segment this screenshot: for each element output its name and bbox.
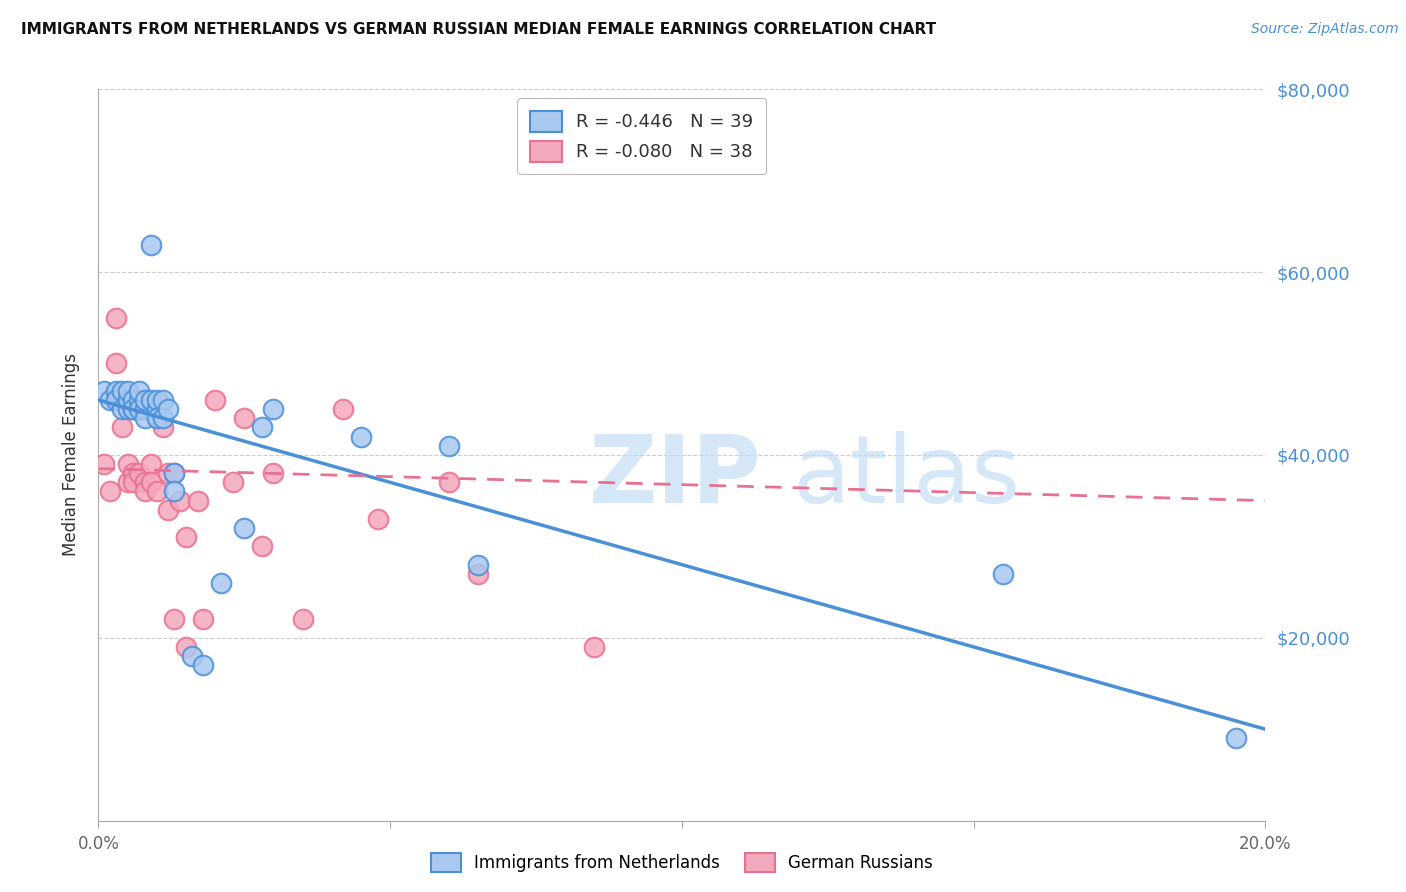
Point <box>163 466 186 480</box>
Point <box>152 411 174 425</box>
Point <box>111 420 134 434</box>
Point <box>250 539 273 553</box>
Point <box>111 402 134 417</box>
Point <box>157 466 180 480</box>
Point <box>139 475 162 490</box>
Point <box>134 484 156 499</box>
Point <box>122 392 145 407</box>
Point <box>146 411 169 425</box>
Point <box>163 466 186 480</box>
Point <box>209 576 232 591</box>
Point <box>122 475 145 490</box>
Point <box>146 411 169 425</box>
Point <box>163 612 186 626</box>
Point <box>139 457 162 471</box>
Point <box>146 402 169 417</box>
Point <box>583 640 606 654</box>
Point <box>193 612 215 626</box>
Text: ZIP: ZIP <box>589 431 762 523</box>
Point <box>117 475 139 490</box>
Point <box>437 475 460 490</box>
Point <box>117 392 139 407</box>
Point <box>157 502 180 516</box>
Point <box>104 392 127 407</box>
Point <box>437 439 460 453</box>
Point <box>93 384 115 398</box>
Point <box>139 237 162 252</box>
Point <box>467 558 489 572</box>
Point <box>233 521 256 535</box>
Legend: Immigrants from Netherlands, German Russians: Immigrants from Netherlands, German Russ… <box>420 843 943 882</box>
Point <box>122 402 145 417</box>
Point <box>991 566 1014 581</box>
Point <box>169 493 191 508</box>
Text: IMMIGRANTS FROM NETHERLANDS VS GERMAN RUSSIAN MEDIAN FEMALE EARNINGS CORRELATION: IMMIGRANTS FROM NETHERLANDS VS GERMAN RU… <box>21 22 936 37</box>
Point <box>134 392 156 407</box>
Point <box>180 649 202 664</box>
Point <box>152 420 174 434</box>
Point <box>139 392 162 407</box>
Point <box>134 402 156 417</box>
Point <box>174 530 197 544</box>
Point <box>111 384 134 398</box>
Point <box>128 402 150 417</box>
Point <box>262 402 284 417</box>
Point <box>117 384 139 398</box>
Point <box>350 429 373 443</box>
Point <box>128 392 150 407</box>
Point <box>117 402 139 417</box>
Point <box>233 411 256 425</box>
Point <box>104 310 127 325</box>
Point <box>134 411 156 425</box>
Point <box>146 392 169 407</box>
Point <box>128 402 150 417</box>
Point <box>467 566 489 581</box>
Point <box>187 493 209 508</box>
Text: atlas: atlas <box>793 431 1021 523</box>
Point <box>157 402 180 417</box>
Point <box>152 392 174 407</box>
Point <box>134 475 156 490</box>
Point <box>117 457 139 471</box>
Point <box>146 484 169 499</box>
Point <box>291 612 314 626</box>
Point <box>332 402 354 417</box>
Point <box>104 356 127 371</box>
Point <box>221 475 243 490</box>
Point <box>128 384 150 398</box>
Point <box>250 420 273 434</box>
Point <box>193 658 215 673</box>
Point <box>104 384 127 398</box>
Point <box>204 392 226 407</box>
Point <box>1225 731 1247 746</box>
Point <box>367 512 389 526</box>
Point <box>93 457 115 471</box>
Point <box>262 466 284 480</box>
Text: Source: ZipAtlas.com: Source: ZipAtlas.com <box>1251 22 1399 37</box>
Point <box>98 392 121 407</box>
Point <box>98 484 121 499</box>
Y-axis label: Median Female Earnings: Median Female Earnings <box>62 353 80 557</box>
Point <box>163 484 186 499</box>
Point <box>128 466 150 480</box>
Point <box>122 402 145 417</box>
Point <box>122 466 145 480</box>
Point <box>174 640 197 654</box>
